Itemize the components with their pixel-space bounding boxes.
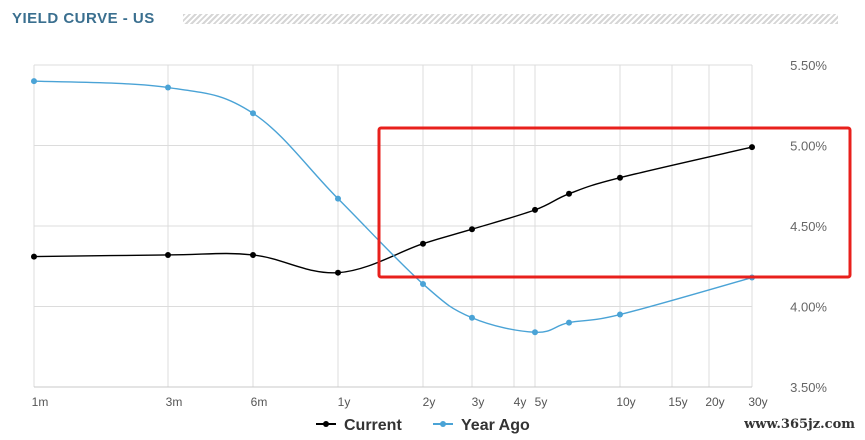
data-point-current[interactable] [165,251,171,258]
title-hatch-divider [183,14,838,24]
y-tick-label: 4.00% [790,300,827,315]
legend-marker-year-ago [440,421,446,427]
legend: Current Year Ago [316,417,530,434]
data-point-current[interactable] [250,251,256,258]
x-tick-label: 30y [748,395,767,409]
legend-item-current[interactable]: Current [344,417,402,434]
data-point-year-ago[interactable] [335,195,341,202]
data-point-current[interactable] [469,226,475,233]
x-tick-label: 10y [616,395,635,409]
data-point-year-ago[interactable] [31,78,37,85]
x-tick-label: 15y [668,395,687,409]
y-tick-label: 5.00% [790,139,827,154]
data-point-year-ago[interactable] [469,314,475,321]
data-point-current[interactable] [31,253,37,260]
data-point-year-ago[interactable] [566,319,572,326]
data-point-current[interactable] [420,240,426,247]
data-point-current[interactable] [749,144,755,151]
series-lines [31,78,755,336]
chart-title: YIELD CURVE - US [12,10,155,27]
y-tick-label: 3.50% [790,380,827,395]
data-point-year-ago[interactable] [165,84,171,91]
x-tick-label: 1m [32,395,49,409]
watermark: www.365jz.com [744,417,855,432]
x-tick-label: 6m [251,395,268,409]
data-point-year-ago[interactable] [420,280,426,287]
data-point-year-ago[interactable] [532,329,538,336]
x-tick-label: 5y [535,395,548,409]
grid-lines [33,64,753,388]
data-point-current[interactable] [532,206,538,213]
data-point-current[interactable] [617,174,623,181]
x-tick-label: 3m [166,395,183,409]
data-point-year-ago[interactable] [617,311,623,318]
data-point-current[interactable] [335,269,341,276]
data-point-current[interactable] [566,190,572,197]
data-point-year-ago[interactable] [250,110,256,117]
x-tick-label: 1y [338,395,351,409]
series-line-year-ago [33,80,753,333]
y-tick-label: 5.50% [790,58,827,73]
legend-marker-current [323,421,329,427]
x-tick-label: 2y [423,395,436,409]
legend-item-year-ago[interactable]: Year Ago [461,417,530,434]
series-line-current [33,146,753,274]
y-axis-ticks: 3.50% 4.00% 4.50% 5.00% 5.50% [790,58,827,395]
x-axis-ticks: 1m 3m 6m 1y 2y 3y 4y 5y 10y 15y 20y 30y [32,395,768,409]
x-tick-label: 3y [472,395,485,409]
x-tick-label: 4y [514,395,527,409]
highlight-box [377,126,852,279]
x-tick-label: 20y [705,395,724,409]
y-tick-label: 4.50% [790,219,827,234]
